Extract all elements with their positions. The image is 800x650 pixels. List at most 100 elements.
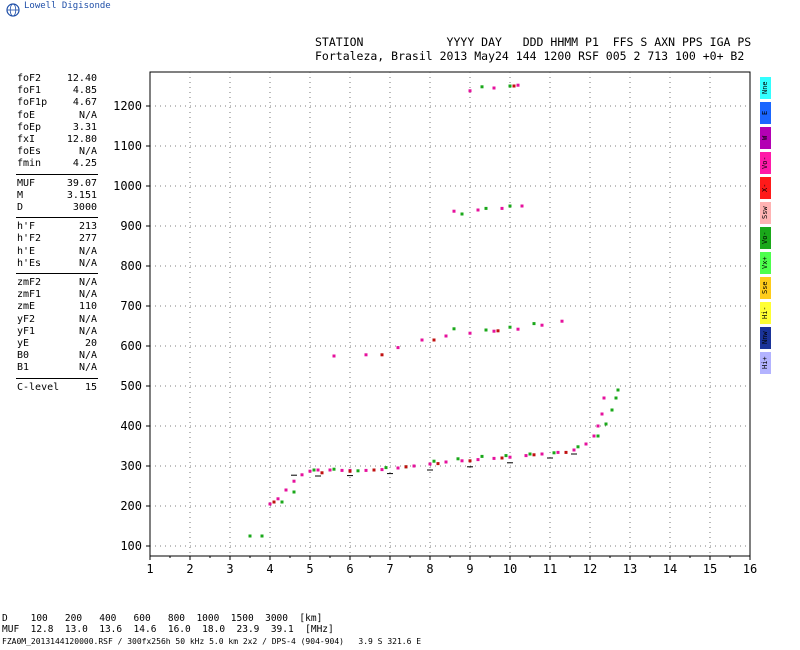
y-tick-label: 800 <box>120 259 142 273</box>
param-name: foF2 <box>17 73 42 84</box>
x-tick-label: 2 <box>186 562 193 576</box>
param-value: 3000 <box>72 202 97 213</box>
param-value: 110 <box>78 301 97 313</box>
param-value: N/A <box>78 277 97 288</box>
data-point <box>272 500 276 504</box>
data-point <box>600 412 604 416</box>
data-point <box>280 500 284 504</box>
param-row: foEs N/A <box>17 146 97 158</box>
y-tick-label: 1000 <box>113 179 142 193</box>
param-value: N/A <box>78 313 97 325</box>
data-point <box>516 83 520 87</box>
legend-item: Sse <box>760 277 771 299</box>
header-line-2: Fortaleza, Brasil 2013 May24 144 1200 RS… <box>315 49 745 63</box>
param-value: 277 <box>78 233 97 245</box>
data-point <box>468 89 472 93</box>
ionogram-chart: 1 2 3 4 5 6 7 8 9 10 11 12 13 14 15 1610020030040050060… <box>113 71 757 576</box>
data-point <box>347 475 353 477</box>
param-value: 4.85 <box>72 85 97 97</box>
param-name: zmF2 <box>17 277 42 288</box>
param-separator <box>16 217 98 219</box>
param-value: N/A <box>78 245 97 257</box>
param-name: h'Es <box>17 257 42 269</box>
globe-icon <box>6 3 20 17</box>
data-point <box>316 468 320 472</box>
brand-label: Lowell Digisonde <box>24 1 111 11</box>
data-point <box>604 422 608 426</box>
data-point <box>467 466 473 468</box>
legend-item: Vo- <box>760 152 771 174</box>
param-value: N/A <box>78 109 97 121</box>
data-point <box>508 204 512 208</box>
data-point <box>320 471 324 475</box>
param-name: h'E <box>17 245 36 257</box>
data-point <box>492 86 496 90</box>
data-point <box>404 465 408 469</box>
data-point <box>291 474 297 476</box>
data-point <box>332 467 336 471</box>
y-tick-label: 900 <box>120 219 142 233</box>
param-name: M <box>17 189 24 201</box>
param-row: C-level 15 <box>17 382 97 394</box>
x-tick-label: 15 <box>703 562 717 576</box>
data-point <box>516 327 520 331</box>
data-point <box>532 453 536 457</box>
param-value: N/A <box>78 325 97 337</box>
param-row: foEp 3.31 <box>17 122 97 134</box>
param-row: foF1 4.85 <box>17 85 97 97</box>
legend-item: W <box>760 127 771 149</box>
x-tick-label: 7 <box>386 562 393 576</box>
data-point <box>452 327 456 331</box>
x-tick-label: 10 <box>503 562 517 576</box>
data-point <box>547 457 553 459</box>
data-point <box>480 85 484 89</box>
param-row: foE N/A <box>17 110 97 122</box>
param-row: zmE 110 <box>17 301 97 313</box>
data-point <box>528 452 532 456</box>
param-name: fmin <box>17 158 42 170</box>
param-name: h'F2 <box>17 233 42 245</box>
data-point <box>428 462 432 466</box>
data-point <box>292 490 296 494</box>
legend-item: Vx+ <box>760 252 771 274</box>
param-name: zmE <box>17 301 36 313</box>
y-tick-label: 400 <box>120 419 142 433</box>
param-row: M 3.151 <box>17 190 97 202</box>
y-tick-label: 500 <box>120 379 142 393</box>
param-name: yE <box>17 338 30 349</box>
x-tick-label: 16 <box>743 562 757 576</box>
param-row: B0 N/A <box>17 350 97 362</box>
param-name: D <box>17 202 24 213</box>
data-point <box>460 459 464 463</box>
data-point <box>332 354 336 358</box>
param-row: zmF1 N/A <box>17 289 97 301</box>
param-row: yF1 N/A <box>17 326 97 338</box>
data-point <box>584 442 588 446</box>
data-point <box>552 451 556 455</box>
data-point <box>372 468 376 472</box>
legend-item: Hi+ <box>760 352 771 374</box>
data-point <box>312 468 316 472</box>
param-row: h'E N/A <box>17 246 97 258</box>
x-tick-label: 14 <box>663 562 677 576</box>
muf-row: MUF 12.8 13.0 13.6 14.6 16.0 18.0 23.9 3… <box>2 624 334 635</box>
param-row: foF2 12.40 <box>17 73 97 85</box>
data-point <box>596 424 600 428</box>
param-name: B1 <box>17 362 30 374</box>
data-point <box>380 353 384 357</box>
data-point <box>496 329 500 333</box>
data-point <box>500 456 504 460</box>
param-row: h'Es N/A <box>17 258 97 270</box>
param-value: 213 <box>78 221 97 233</box>
data-point <box>340 468 344 472</box>
x-tick-label: 11 <box>543 562 557 576</box>
data-point <box>248 534 252 538</box>
data-point <box>610 408 614 412</box>
data-point <box>508 325 512 329</box>
param-row: fxI 12.80 <box>17 134 97 146</box>
x-tick-label: 4 <box>266 562 273 576</box>
param-row: yE 20 <box>17 338 97 350</box>
data-point <box>556 450 560 454</box>
data-point <box>492 329 496 333</box>
y-tick-label: 700 <box>120 299 142 313</box>
